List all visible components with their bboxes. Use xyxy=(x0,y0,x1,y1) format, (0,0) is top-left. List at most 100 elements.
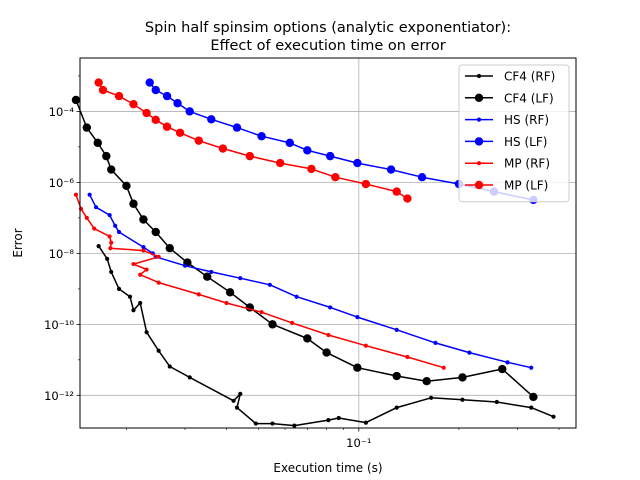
data-point xyxy=(353,363,362,372)
data-point xyxy=(131,261,136,267)
data-point xyxy=(138,300,143,306)
data-point xyxy=(162,91,172,101)
data-point xyxy=(467,350,472,355)
data-point xyxy=(209,269,214,275)
data-point xyxy=(196,292,201,297)
data-point xyxy=(326,418,331,423)
legend-marker xyxy=(474,180,484,190)
data-point xyxy=(417,173,427,182)
data-point xyxy=(331,173,340,182)
data-point xyxy=(234,405,240,410)
data-point xyxy=(361,179,371,189)
data-point xyxy=(505,360,510,365)
legend-label: MP (RF) xyxy=(504,157,550,171)
legend-label: CF4 (RF) xyxy=(504,70,555,84)
data-point xyxy=(290,320,295,325)
data-point xyxy=(185,107,194,116)
data-point xyxy=(267,282,272,287)
data-point xyxy=(355,315,360,320)
data-point xyxy=(107,212,112,218)
data-point xyxy=(458,373,467,382)
data-point xyxy=(84,215,89,220)
data-point xyxy=(292,423,297,428)
axes-frame xyxy=(79,57,577,429)
data-point xyxy=(460,397,465,402)
data-point xyxy=(194,136,203,145)
x-axis-label: Execution time (s) xyxy=(273,461,382,475)
series-4 xyxy=(73,192,446,370)
y-tick-label: 10⁻¹² xyxy=(44,389,74,403)
data-point xyxy=(529,405,534,410)
legend-marker xyxy=(474,137,484,146)
series-0 xyxy=(96,244,556,428)
series-3 xyxy=(145,78,538,205)
data-point xyxy=(303,146,312,155)
data-point xyxy=(156,280,161,285)
data-point xyxy=(322,348,331,357)
data-point xyxy=(336,415,341,421)
axis-ticks: 10⁻¹² 10⁻¹⁰ 10⁻⁸ 10⁻⁶ 10⁻⁴ 10⁻¹ xyxy=(44,75,560,450)
plot-area xyxy=(71,78,556,428)
data-point xyxy=(433,340,438,346)
series-1 xyxy=(71,95,538,402)
data-point xyxy=(268,320,277,329)
legend-label: HS (LF) xyxy=(504,135,547,149)
data-point xyxy=(187,375,192,380)
data-point xyxy=(73,192,79,197)
data-point xyxy=(93,138,102,148)
data-point xyxy=(328,305,333,310)
data-point xyxy=(238,276,243,281)
data-point xyxy=(142,108,151,118)
data-point xyxy=(225,288,235,297)
data-point xyxy=(151,115,160,125)
data-point xyxy=(529,365,534,370)
data-point xyxy=(203,272,212,281)
data-point xyxy=(107,165,116,174)
data-point xyxy=(138,272,143,277)
data-point xyxy=(116,229,122,235)
data-point xyxy=(145,78,154,87)
data-point xyxy=(98,85,108,95)
data-point xyxy=(224,300,229,306)
data-point xyxy=(207,115,216,124)
legend-marker xyxy=(474,93,484,103)
data-point xyxy=(71,95,81,105)
y-tick-label: 10⁻⁸ xyxy=(49,247,75,261)
chart-title-line2: Effect of execution time on error xyxy=(210,38,445,54)
data-point xyxy=(127,294,133,299)
data-point xyxy=(94,78,103,87)
data-point xyxy=(257,132,266,141)
data-point xyxy=(108,246,113,251)
data-point xyxy=(353,158,362,168)
x-tick-label: 10⁻¹ xyxy=(346,436,371,450)
legend-label: HS (RF) xyxy=(504,113,549,127)
data-point xyxy=(131,308,136,313)
y-axis-label: Error xyxy=(11,228,25,257)
y-tick-label: 10⁻⁴ xyxy=(49,105,75,119)
data-point xyxy=(105,256,110,261)
data-point xyxy=(441,365,446,370)
data-point xyxy=(129,99,138,109)
data-point xyxy=(405,354,410,360)
data-point xyxy=(386,165,396,174)
data-point xyxy=(325,151,335,161)
data-point xyxy=(165,243,174,253)
series-line xyxy=(98,245,554,427)
legend-marker xyxy=(476,161,482,166)
data-point xyxy=(326,332,331,338)
data-point xyxy=(113,223,118,228)
data-point xyxy=(392,187,401,196)
data-point xyxy=(307,164,316,174)
data-point xyxy=(122,181,131,191)
data-point xyxy=(87,192,92,197)
data-point xyxy=(175,128,185,137)
data-point xyxy=(109,240,114,245)
data-point xyxy=(403,194,412,203)
data-point xyxy=(96,244,101,249)
data-point xyxy=(151,85,160,95)
data-point xyxy=(173,99,182,108)
data-point xyxy=(270,421,275,426)
chart-title-line1: Spin half spinsim options (analytic expo… xyxy=(145,20,511,36)
series-5 xyxy=(94,78,412,203)
data-point xyxy=(231,398,236,403)
